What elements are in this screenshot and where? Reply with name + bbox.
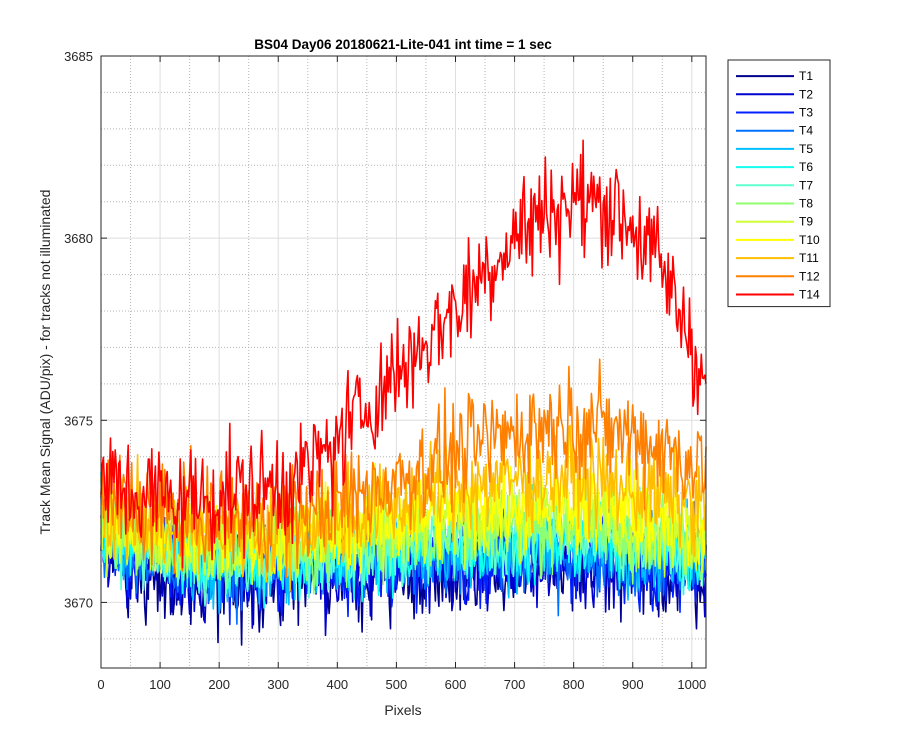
x-tick-label: 500: [386, 677, 408, 692]
y-tick-label: 3685: [64, 49, 93, 64]
x-tick-label: 200: [208, 677, 230, 692]
legend-label-t11: T11: [799, 251, 819, 265]
x-tick-label: 0: [97, 677, 104, 692]
y-tick-label: 3680: [64, 231, 93, 246]
axes: 0 100 200 300 400 500 600 700 800 900 1000 3670 3675…: [64, 49, 707, 692]
legend-label-t1: T1: [799, 69, 813, 83]
x-tick-label: 1000: [677, 677, 706, 692]
legend-label-t4: T4: [799, 124, 813, 138]
legend-label-t14: T14: [799, 288, 820, 302]
legend-label-t7: T7: [799, 178, 813, 192]
y-tick-label: 3670: [64, 595, 93, 610]
legend-label-t2: T2: [799, 87, 813, 101]
axes-box: [100, 55, 707, 669]
plot-series: [100, 139, 707, 646]
legend-label-t8: T8: [799, 197, 813, 211]
legend-label-t6: T6: [799, 160, 813, 174]
x-axis-label: Pixels: [384, 702, 421, 718]
legend-label-t5: T5: [799, 142, 813, 156]
x-tick-label: 100: [149, 677, 171, 692]
series-line-t12: [100, 358, 707, 579]
y-axis-label: Track Mean Signal (ADU/pix) - for tracks…: [37, 190, 53, 535]
x-tick-label: 300: [267, 677, 289, 692]
chart-title: BS04 Day06 20180621-Lite-041 int time = …: [254, 37, 552, 52]
x-tick-label: 600: [445, 677, 467, 692]
legend: T1 T2 T3 T4 T5 T6 T7 T8 T9 T10 T11 T12 T14: [727, 59, 831, 308]
legend-label-t9: T9: [799, 215, 813, 229]
y-tick-label: 3675: [64, 413, 93, 428]
x-tick-label: 700: [504, 677, 526, 692]
series-line-t14: [100, 139, 707, 569]
legend-label-t10: T10: [799, 233, 820, 247]
legend-label-t12: T12: [799, 269, 820, 283]
x-tick-label: 400: [326, 677, 348, 692]
x-tick-label: 900: [622, 677, 644, 692]
legend-box: [727, 59, 831, 308]
x-tick-label: 800: [563, 677, 585, 692]
legend-label-t3: T3: [799, 106, 813, 120]
